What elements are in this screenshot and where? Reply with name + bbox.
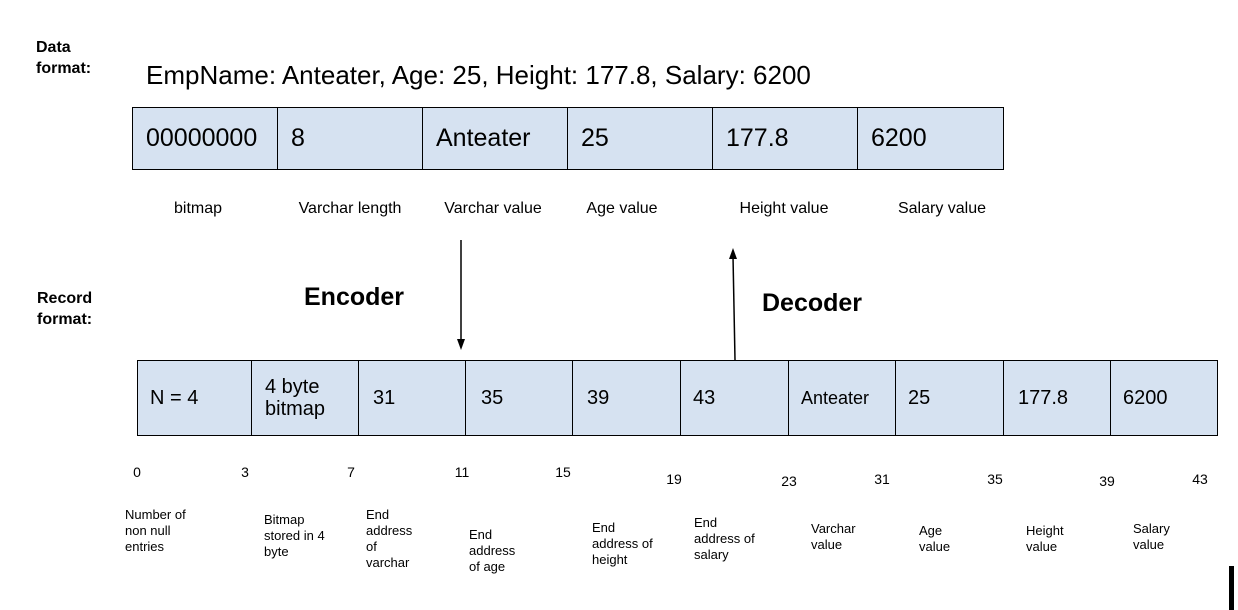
decoder-label: Decoder <box>762 289 863 317</box>
field-name-varchar-value: Varchar value <box>444 200 542 217</box>
field-name-salary-value: Salary value <box>897 200 987 217</box>
record-cell-end-height: 39 <box>572 360 681 436</box>
encoder-arrow <box>457 240 465 350</box>
data-format-label-line1: Data <box>36 39 71 56</box>
desc-end-address-age: End address of age <box>469 527 516 574</box>
data-format-label: Data format: <box>36 37 91 79</box>
offset-15: 15 <box>555 464 571 480</box>
record-cell-end-salary: 43 <box>680 360 789 436</box>
offset-23: 23 <box>781 473 797 489</box>
desc-end-address-salary: End address of salary <box>694 515 755 562</box>
desc-age-value: Age value <box>919 523 951 554</box>
offset-39: 39 <box>1099 473 1115 489</box>
record-cell-end-varchar: 31 <box>358 360 466 436</box>
record-cell-count: N = 4 <box>137 360 252 436</box>
data-cell-salary: 6200 <box>857 107 1004 170</box>
field-name-age-value: Age value <box>586 200 658 217</box>
record-cell-bitmap: 4 byte bitmap <box>251 360 359 436</box>
data-cell-varchar-length: 8 <box>277 107 423 170</box>
record-format-label-line2: format: <box>37 311 93 328</box>
encoder-label: Encoder <box>304 283 405 311</box>
offset-0: 0 <box>133 464 141 480</box>
field-name-height-value: Height value <box>739 200 829 217</box>
desc-number-of-entries: Number of non null entries <box>125 507 186 554</box>
offset-3: 3 <box>241 464 249 480</box>
desc-bitmap-stored: Bitmap stored in 4 byte <box>264 512 325 559</box>
record-format-label-line1: Record <box>37 290 93 307</box>
data-format-label-line2: format: <box>36 60 92 77</box>
record-cell-height: 177.8 <box>1003 360 1111 436</box>
desc-salary-value: Salary value <box>1133 521 1170 552</box>
record-cell-varchar: Anteater <box>788 360 896 436</box>
decoder-arrow <box>729 248 737 361</box>
field-name-bitmap: bitmap <box>173 200 223 217</box>
offset-31: 31 <box>874 471 890 487</box>
field-name-varchar-length: Varchar length <box>298 200 402 217</box>
text-cursor-bar <box>1229 566 1234 610</box>
data-cell-bitmap: 00000000 <box>132 107 278 170</box>
data-format-string: EmpName: Anteater, Age: 25, Height: 177.… <box>146 60 811 90</box>
data-cell-varchar-value: Anteater <box>422 107 568 170</box>
record-format-label: Record format: <box>37 288 92 330</box>
desc-end-address-varchar: End address of varchar <box>366 507 413 570</box>
offset-43: 43 <box>1192 471 1208 487</box>
record-cell-salary: 6200 <box>1110 360 1218 436</box>
offset-35: 35 <box>987 471 1003 487</box>
desc-height-value: Height value <box>1026 523 1064 554</box>
offset-7: 7 <box>347 464 355 480</box>
offset-19: 19 <box>666 471 682 487</box>
record-cell-end-age: 35 <box>465 360 573 436</box>
desc-varchar-value: Varchar value <box>811 521 856 552</box>
desc-end-address-height: End address of height <box>592 520 653 567</box>
record-cell-age: 25 <box>895 360 1004 436</box>
offset-11: 11 <box>454 464 470 480</box>
